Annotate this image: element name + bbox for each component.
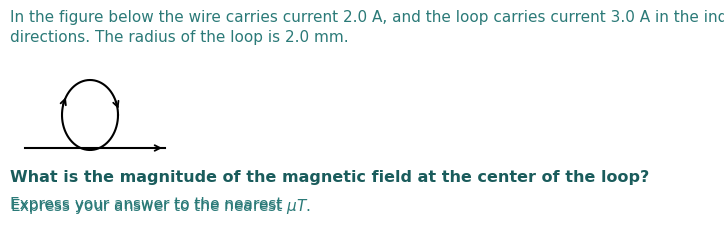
Text: directions. The radius of the loop is 2.0 mm.: directions. The radius of the loop is 2.… [10, 30, 349, 45]
Text: Express your answer to the nearest: Express your answer to the nearest [10, 197, 287, 212]
Text: What is the magnitude of the magnetic field at the center of the loop?: What is the magnitude of the magnetic fi… [10, 170, 649, 185]
Text: In the figure below the wire carries current 2.0 A, and the loop carries current: In the figure below the wire carries cur… [10, 10, 724, 25]
Text: Express your answer to the nearest $\it{\mu T}$.: Express your answer to the nearest $\it{… [10, 197, 311, 216]
